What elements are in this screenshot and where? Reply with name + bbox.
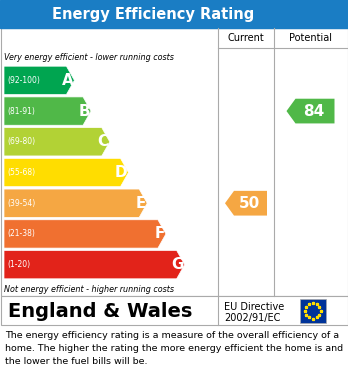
Text: 2002/91/EC: 2002/91/EC (224, 312, 280, 323)
Text: (55-68): (55-68) (7, 168, 35, 177)
Bar (0, 28, 348, 296)
Text: (1-20): (1-20) (7, 260, 30, 269)
Polygon shape (4, 127, 110, 156)
Text: Energy Efficiency Rating: Energy Efficiency Rating (52, 7, 254, 22)
Text: D: D (115, 165, 127, 180)
Text: G: G (171, 257, 184, 272)
Text: Very energy efficient - lower running costs: Very energy efficient - lower running co… (4, 54, 174, 63)
Polygon shape (4, 97, 91, 125)
Text: Current: Current (228, 33, 264, 43)
Text: The energy efficiency rating is a measure of the overall efficiency of a home. T: The energy efficiency rating is a measur… (5, 331, 343, 366)
Bar (300, 298, 325, 323)
Polygon shape (286, 99, 334, 124)
Text: (21-38): (21-38) (7, 230, 35, 239)
Text: 50: 50 (238, 196, 260, 211)
Polygon shape (4, 220, 166, 248)
Text: Potential: Potential (289, 33, 332, 43)
Text: C: C (98, 134, 109, 149)
Polygon shape (4, 158, 128, 187)
Text: Not energy efficient - higher running costs: Not energy efficient - higher running co… (4, 285, 174, 294)
Text: 84: 84 (303, 104, 324, 118)
Text: (39-54): (39-54) (7, 199, 35, 208)
Text: E: E (136, 196, 146, 211)
Text: England & Wales: England & Wales (8, 302, 192, 321)
Polygon shape (4, 66, 74, 95)
Polygon shape (4, 189, 147, 217)
Text: (81-91): (81-91) (7, 107, 35, 116)
Bar (0, 0, 348, 28)
Text: B: B (78, 104, 90, 118)
Text: EU Directive: EU Directive (224, 303, 284, 312)
Polygon shape (225, 191, 267, 215)
Text: A: A (62, 73, 73, 88)
Bar (0, 296, 348, 325)
Polygon shape (4, 251, 185, 279)
Text: (69-80): (69-80) (7, 137, 35, 146)
Text: F: F (155, 226, 165, 241)
Text: (92-100): (92-100) (7, 76, 40, 85)
